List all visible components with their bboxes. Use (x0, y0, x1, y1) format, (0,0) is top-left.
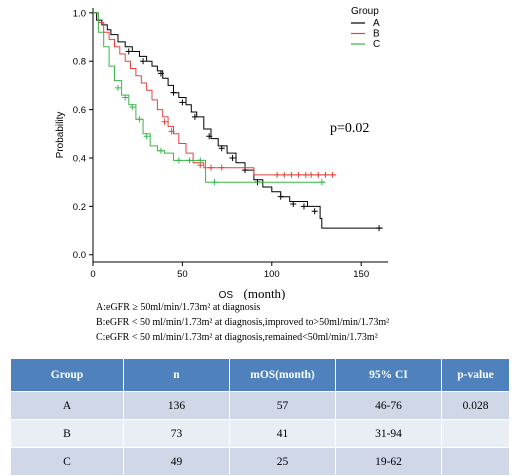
cell-p-value: 0.028 (441, 391, 510, 420)
series-b-censor-mark (281, 171, 288, 178)
series-c-censor-mark (318, 179, 325, 186)
y-tick-label: 0.4 (73, 153, 86, 164)
series-c-censor-mark (186, 157, 193, 164)
series-a-censor-mark (157, 70, 164, 77)
table-row: B 73 41 31-94 (10, 419, 510, 448)
series-a-censor-mark (191, 113, 198, 120)
group-b-definition: B:eGFR < 50 ml/min/1.73m² at diagnosis,i… (96, 317, 390, 328)
x-axis-label: OS (month) (219, 285, 286, 300)
series-b-censor-mark (329, 171, 336, 178)
cell-ci: 31-94 (335, 419, 442, 448)
series-a-censor-mark (179, 99, 186, 106)
series-c-censor-mark (122, 94, 129, 101)
series-c-censor-mark (143, 133, 150, 140)
kaplan-meier-chart: 0.0 0.2 0.4 0.6 0.8 1.0 0 50 100 150 Probability… (55, 6, 388, 300)
cell-n: 136 (123, 391, 230, 420)
table-header-row: Group n mOS(month) 95% CI p-value (10, 358, 510, 392)
series-b-censor-mark (308, 171, 315, 178)
x-tick-label: 0 (90, 269, 95, 280)
cell-p-value (441, 419, 510, 448)
group-a-definition: A:eGFR ≥ 50ml/min/1.73m² at diagnosis (96, 302, 261, 313)
series-b-censor-mark (218, 164, 225, 171)
x-axis-label-unit: (month) (244, 286, 286, 300)
cell-mos: 57 (229, 391, 336, 420)
header-mos: mOS(month) (229, 358, 336, 392)
cell-n: 49 (123, 447, 230, 476)
cell-n: 73 (123, 419, 230, 448)
series-a-censor-mark (229, 154, 236, 161)
series-b-censor-mark (302, 171, 309, 178)
cell-ci: 19-62 (335, 447, 442, 476)
p-value-annotation: p=0.02 (330, 121, 369, 136)
series-b-censor-mark (161, 118, 168, 125)
series-a-censor-mark (140, 58, 147, 65)
series-b-censor-mark (288, 171, 295, 178)
y-axis-label: Probability (55, 112, 66, 159)
header-p-value: p-value (441, 358, 510, 392)
legend: Group ABC (351, 6, 380, 50)
series-a-censor-mark (170, 89, 177, 96)
legend-label-c: C (373, 39, 380, 50)
table-row: C 49 25 19-62 (10, 447, 510, 476)
cell-group: B (10, 419, 124, 448)
cell-ci: 46-76 (335, 391, 442, 420)
cell-mos: 25 (229, 447, 336, 476)
series-c-line (93, 12, 326, 183)
series-b-censor-mark (168, 128, 175, 135)
x-axis-label-os: OS (219, 290, 234, 300)
table-row: A 136 57 46-76 0.028 (10, 391, 510, 420)
cell-group: C (10, 447, 124, 476)
legend-label-a: A (373, 18, 380, 29)
series-c-censor-mark (157, 147, 164, 154)
series-a-censor-mark (290, 200, 297, 207)
series-b-line (93, 12, 337, 176)
legend-title: Group (351, 6, 379, 17)
x-tick-label: 50 (177, 269, 188, 280)
series-c-censor-mark (136, 116, 143, 123)
y-tick-label: 0.8 (73, 57, 86, 68)
series-c-censor-mark (197, 157, 204, 164)
series-a-censor-mark (300, 203, 307, 210)
y-tick-label: 0.0 (73, 250, 86, 261)
series-c-censor-mark (211, 179, 218, 186)
legend-label-b: B (373, 29, 380, 40)
series-a-censor-mark (206, 133, 213, 140)
series-b-censor-mark (315, 171, 322, 178)
x-tick-label: 150 (353, 269, 369, 280)
series-c-censor-mark (129, 104, 136, 111)
x-tick-label: 100 (264, 269, 280, 280)
header-ci: 95% CI (335, 358, 442, 392)
cell-p-value (441, 447, 510, 476)
header-group: Group (10, 358, 124, 392)
survival-statistics-table: Group n mOS(month) 95% CI p-value A 136 … (10, 358, 510, 476)
series-c-censor-mark (175, 157, 182, 164)
series-a-censor-mark (218, 145, 225, 152)
y-tick-label: 0.6 (73, 105, 86, 116)
header-n: n (123, 358, 230, 392)
series-a-censor-mark (376, 225, 383, 232)
series-a-censor-mark (277, 193, 284, 200)
series-a-censor-mark (125, 48, 132, 55)
cell-mos: 41 (229, 419, 336, 448)
series-a-line (93, 12, 383, 229)
cell-group: A (10, 391, 124, 420)
y-tick-label: 1.0 (73, 8, 86, 19)
series-a-censor-mark (311, 208, 318, 215)
y-tick-label: 0.2 (73, 202, 86, 213)
group-definitions: A:eGFR ≥ 50ml/min/1.73m² at diagnosis B:… (96, 300, 516, 345)
series-b-censor-mark (322, 171, 329, 178)
group-c-definition: C:eGFR < 50 ml/min/1.73m² at diagnosis,r… (96, 332, 378, 343)
series-b-censor-mark (274, 171, 281, 178)
series-b-censor-mark (208, 164, 214, 171)
series-b-censor-mark (295, 171, 302, 178)
series-c-censor-mark (115, 84, 122, 91)
